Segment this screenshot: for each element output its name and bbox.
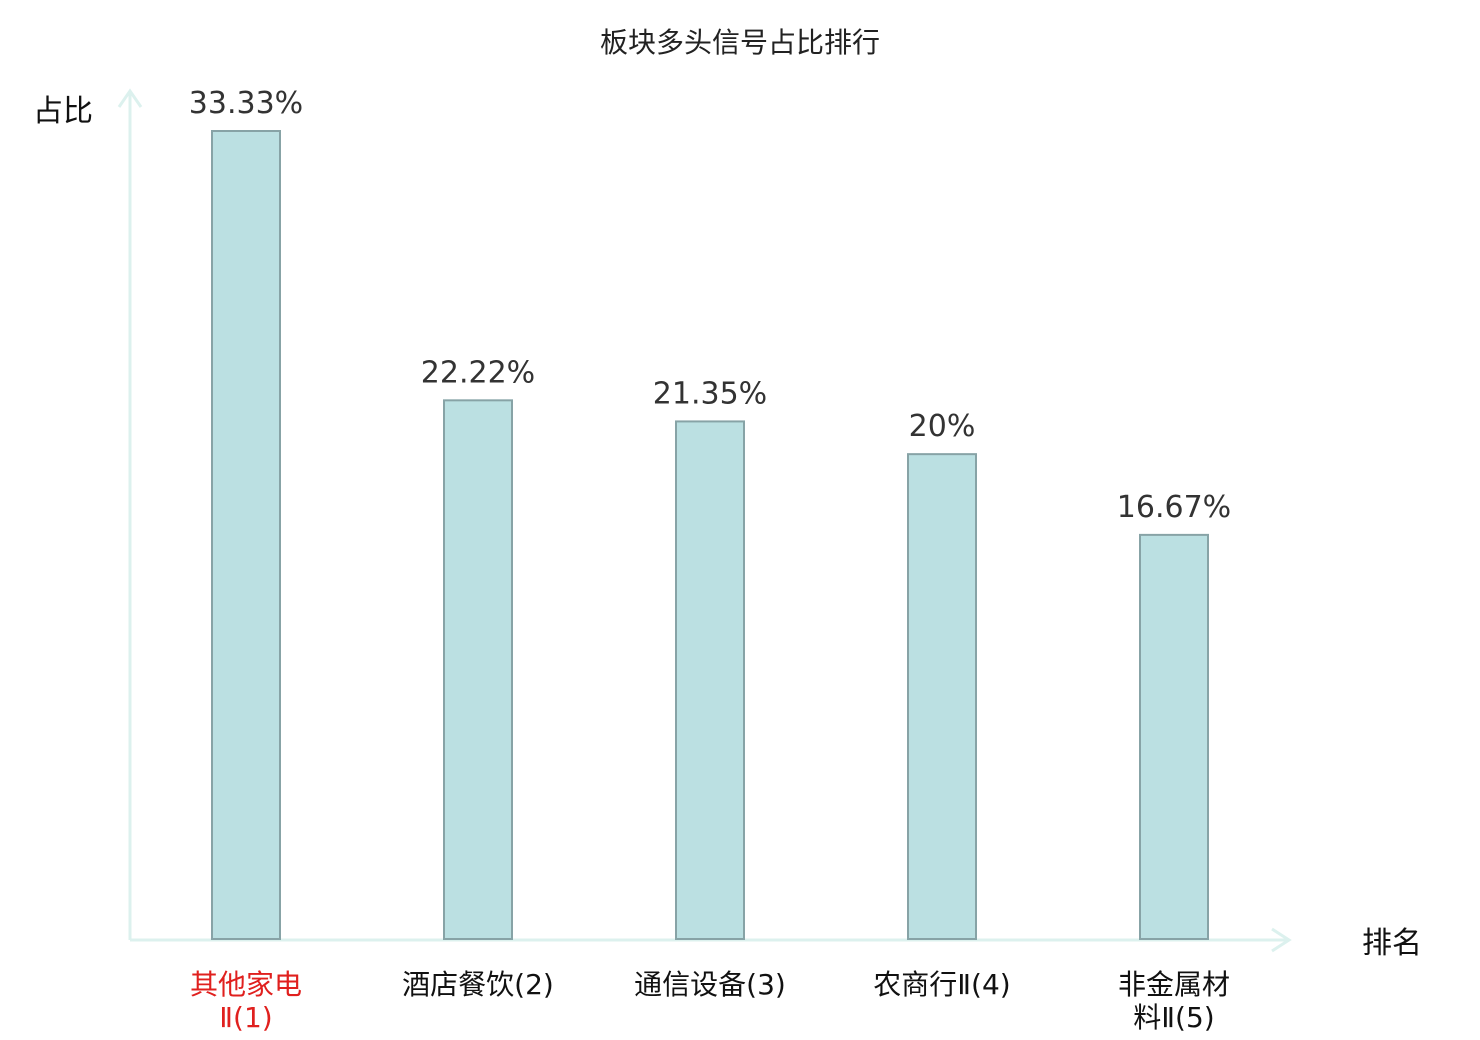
x-axis-arrow bbox=[1271, 927, 1292, 953]
category-label-1: 其他家电 Ⅱ(1) bbox=[190, 968, 302, 1034]
category-label-4: 农商行Ⅱ(4) bbox=[873, 968, 1010, 1001]
y-axis-label: 占比 bbox=[33, 94, 93, 129]
y-axis-arrow bbox=[117, 88, 143, 108]
bar-2 bbox=[443, 399, 513, 941]
value-labels-group: 33.33% 22.22% 21.35% 20% 16.67% bbox=[189, 86, 1231, 525]
category-label-line: 农商行Ⅱ(4) bbox=[873, 968, 1010, 1001]
category-label-line: 料Ⅱ(5) bbox=[1133, 1001, 1214, 1034]
value-label-1: 33.33% bbox=[189, 86, 303, 121]
bar-1 bbox=[211, 130, 281, 940]
category-labels-group: 其他家电 Ⅱ(1) 酒店餐饮(2) 通信设备(3) 农商行Ⅱ(4) 非金属材料Ⅱ(5) bbox=[190, 968, 1230, 1034]
category-label-5: 非金属材料Ⅱ(5) bbox=[1118, 968, 1230, 1034]
value-label-3: 21.35% bbox=[653, 376, 767, 411]
category-label-line: Ⅱ(1) bbox=[219, 1001, 272, 1034]
value-label-4: 20% bbox=[909, 409, 976, 444]
bars-group bbox=[211, 130, 1209, 941]
category-label-2: 酒店餐饮(2) bbox=[402, 968, 554, 1001]
category-label-line: 通信设备(3) bbox=[634, 968, 786, 1001]
bar-5 bbox=[1139, 533, 1209, 940]
bar-3 bbox=[675, 420, 745, 940]
category-label-line: 其他家电 bbox=[190, 968, 302, 1001]
value-label-2: 22.22% bbox=[421, 355, 535, 390]
x-axis-label: 排名 bbox=[1362, 926, 1422, 961]
chart-title: 板块多头信号占比排行 bbox=[600, 26, 880, 59]
bar-4 bbox=[907, 453, 977, 940]
category-label-line: 非金属材 bbox=[1118, 968, 1230, 1001]
value-label-5: 16.67% bbox=[1117, 490, 1231, 525]
category-label-line: 酒店餐饮(2) bbox=[402, 968, 554, 1001]
category-label-3: 通信设备(3) bbox=[634, 968, 786, 1001]
